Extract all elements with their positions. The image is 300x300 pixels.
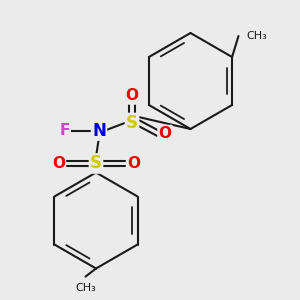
Text: O: O [125,88,139,104]
Text: N: N [92,122,106,140]
Text: O: O [52,156,65,171]
Text: CH₃: CH₃ [246,31,267,41]
Text: S: S [126,114,138,132]
Text: O: O [158,126,172,141]
Text: CH₃: CH₃ [75,283,96,292]
Text: F: F [59,123,70,138]
Text: O: O [127,156,140,171]
Text: S: S [90,154,102,172]
